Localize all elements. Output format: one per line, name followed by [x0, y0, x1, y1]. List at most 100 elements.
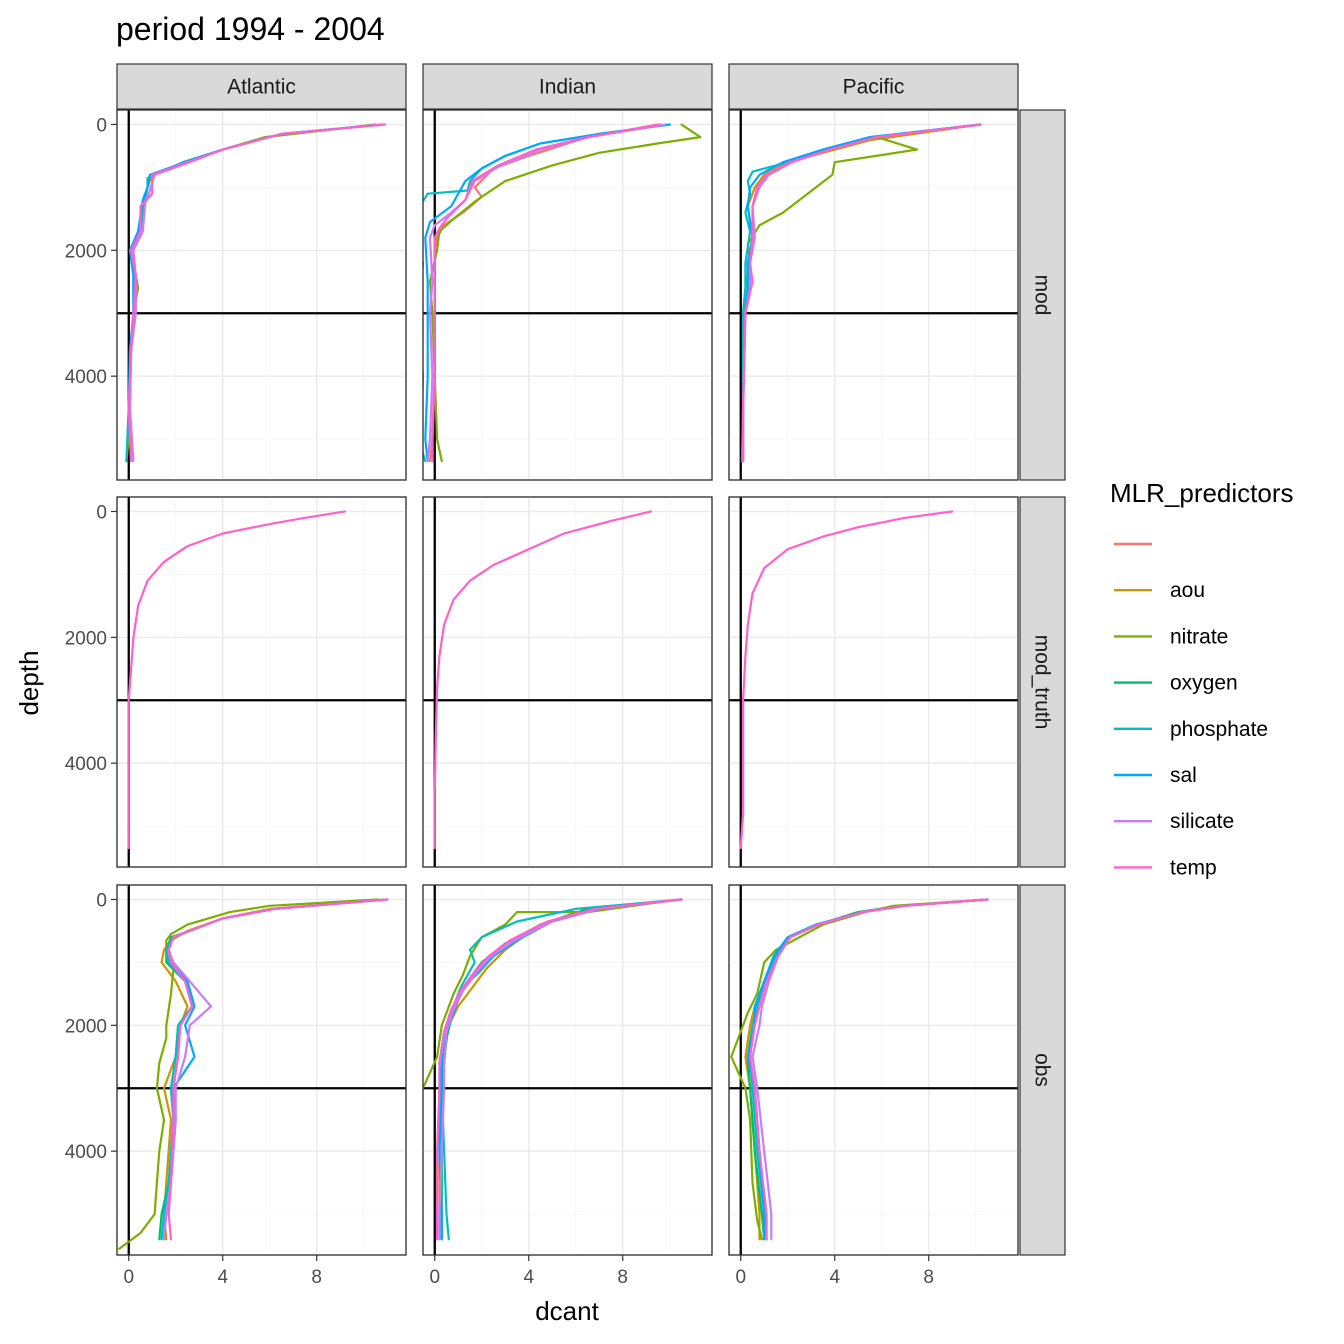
strip-label: Pacific: [843, 76, 905, 99]
legend-label: nitrate: [1170, 625, 1228, 648]
strip-mod: mod: [1019, 109, 1066, 481]
x-tick-label: 4: [217, 1267, 228, 1288]
panel-obs-indian: [422, 884, 713, 1256]
panel-border: [422, 884, 713, 1256]
strip-indian: Indian: [422, 63, 713, 110]
series-line-silicate: [438, 898, 683, 1241]
x-tick-label: 8: [923, 1267, 934, 1288]
panel-border: [116, 109, 407, 481]
y-tick-label: 0: [96, 890, 107, 911]
legend-item-phosphate: phosphate: [1114, 718, 1268, 741]
panel-border: [422, 109, 713, 481]
panel-plot-area: [729, 110, 1018, 480]
legend-item-silicate: silicate: [1114, 810, 1234, 833]
strip-label: Atlantic: [227, 76, 296, 99]
strip-background: [422, 63, 713, 110]
y-tick-label: 2000: [65, 241, 107, 262]
panel-plot-area: [423, 497, 712, 867]
panel-mod_truth-indian: [422, 496, 713, 868]
x-tick-label: 0: [123, 1267, 134, 1288]
legend: MLR_predictors aou nitrate oxygen phosphate…: [1110, 478, 1294, 879]
legend-items: aou nitrate oxygen phosphate sal silicate temp: [1114, 542, 1268, 879]
x-tick-label: 4: [829, 1267, 840, 1288]
strip-label: mod: [1031, 275, 1054, 316]
series-line-temp: [167, 898, 389, 1241]
legend-label: aou: [1170, 579, 1205, 602]
strip-label: mod_truth: [1031, 635, 1054, 730]
panel-plot-area: [423, 110, 712, 480]
strip-mod-truth: mod_truth: [1019, 496, 1066, 868]
panel-border: [116, 884, 407, 1256]
series-line-temp: [433, 510, 652, 850]
y-tick-label: 0: [96, 115, 107, 136]
y-tick-label: 4000: [65, 754, 107, 775]
panel-background: [422, 109, 713, 481]
panel-border: [422, 496, 713, 868]
panel-plot-area: [729, 885, 1018, 1255]
strip-background: [1019, 496, 1066, 868]
strip-obs: obs: [1019, 884, 1066, 1256]
panel-plot-area: [117, 497, 406, 867]
strip-label: obs: [1031, 1053, 1054, 1087]
panel-obs-pacific: [728, 884, 1019, 1256]
series-line-temp: [431, 123, 662, 463]
x-tick-label: 8: [311, 1267, 322, 1288]
panel-mod_truth-pacific: [728, 496, 1019, 868]
legend-item-temp: temp: [1114, 856, 1217, 879]
panel-mod_truth-atlantic: [116, 496, 407, 868]
strip-background: [728, 63, 1019, 110]
series-line-nitrate: [118, 898, 379, 1250]
series-line-temp: [127, 123, 386, 463]
strip-label: Indian: [539, 76, 596, 99]
panel-background: [728, 884, 1019, 1256]
y-tick-label: 4000: [65, 1142, 107, 1163]
legend-title: MLR_predictors: [1110, 478, 1294, 508]
panel-border: [728, 884, 1019, 1256]
series-line-nitrate: [423, 898, 681, 1096]
panel-border: [116, 496, 407, 868]
panel-background: [116, 496, 407, 868]
x-tick-label: 0: [735, 1267, 746, 1288]
panel-background: [422, 496, 713, 868]
legend-item-nitrate: nitrate: [1114, 625, 1228, 648]
legend-label: phosphate: [1170, 718, 1268, 741]
legend-label: silicate: [1170, 810, 1234, 833]
panel-border: [728, 496, 1019, 868]
panel-obs-atlantic: [116, 884, 407, 1256]
y-tick-label: 0: [96, 502, 107, 523]
x-tick-label: 0: [429, 1267, 440, 1288]
legend-item-sal: sal: [1114, 764, 1197, 787]
panel-mod-indian: [422, 109, 713, 481]
series-line-temp: [739, 510, 954, 850]
x-axis-title: dcant: [535, 1296, 599, 1326]
panel-mod-atlantic: [116, 109, 407, 481]
series-line-temp: [749, 898, 989, 1241]
x-tick-label: 8: [617, 1267, 628, 1288]
y-tick-label: 4000: [65, 367, 107, 388]
panel-plot-area: [117, 885, 406, 1255]
series-line-temp: [436, 898, 683, 1241]
panel-background: [116, 109, 407, 481]
x-tick-label: 4: [523, 1267, 534, 1288]
panel-background: [422, 884, 713, 1256]
legend-label: sal: [1170, 764, 1197, 787]
series-line-sal: [424, 123, 671, 463]
strip-pacific: Pacific: [728, 63, 1019, 110]
panel-background: [728, 496, 1019, 868]
axes: 0 2000 4000 0 2000 4000 0 2000 4000 0 4 8 0 4 8 0 4 8: [65, 115, 934, 1288]
strip-background: [1019, 884, 1066, 1256]
legend-item-aou: aou: [1114, 579, 1205, 602]
panel-plot-area: [729, 497, 1018, 867]
panel-background: [116, 884, 407, 1256]
chart-title: period 1994 - 2004: [116, 11, 385, 47]
strip-background: [116, 63, 407, 110]
legend-label: oxygen: [1170, 672, 1238, 695]
legend-label: temp: [1170, 856, 1217, 879]
series-line-temp: [127, 510, 346, 850]
y-tick-label: 2000: [65, 628, 107, 649]
y-tick-label: 2000: [65, 1016, 107, 1037]
y-axis-title: depth: [14, 650, 44, 715]
strip-background: [1019, 109, 1066, 481]
panel-plot-area: [117, 110, 406, 480]
